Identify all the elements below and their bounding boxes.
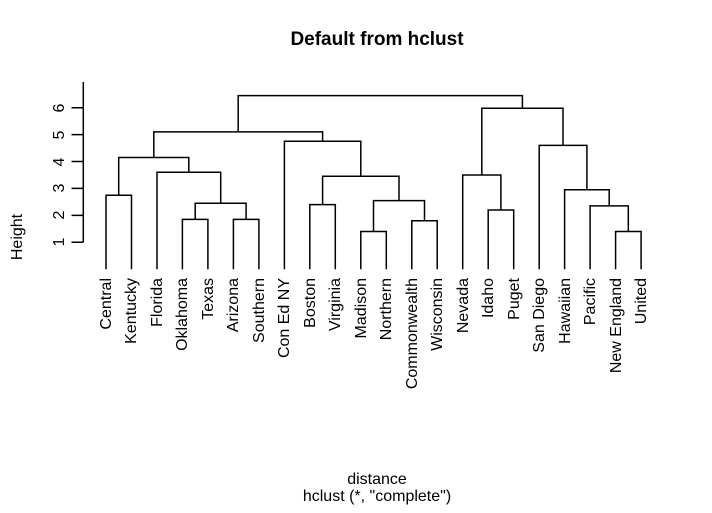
leaf-label: Florida — [148, 277, 166, 327]
leaf-label: United — [633, 277, 651, 324]
leaf-label: Commonwealth — [403, 277, 421, 389]
leaf-label: Pacific — [582, 277, 600, 325]
leaf-label: Madison — [352, 277, 370, 338]
leaf-label: Hawaiian — [556, 277, 574, 344]
leaf-label: Kentucky — [123, 277, 141, 344]
leaf-label: Oklahoma — [174, 277, 192, 351]
x-axis-label: distance — [347, 471, 407, 488]
chart-title: Default from hclust — [290, 29, 464, 50]
leaf-label: New England — [607, 277, 625, 373]
y-axis-label: Height — [9, 213, 26, 261]
leaf-label: Con Ed NY — [276, 277, 294, 358]
leaf-label: Nevada — [454, 277, 472, 333]
leaf-label: Wisconsin — [429, 277, 447, 351]
y-tick-label: 6 — [51, 103, 68, 113]
leaf-label: Central — [98, 277, 115, 330]
y-axis — [71, 82, 85, 244]
cluster-method-caption: hclust (*, "complete") — [302, 488, 452, 505]
leaf-label: Idaho — [480, 277, 498, 318]
leaf-label: Arizona — [225, 277, 243, 332]
leaf-label: Northern — [378, 277, 396, 340]
leaf-label: San Diego — [531, 277, 549, 353]
leaf-label: Southern — [250, 277, 268, 343]
leaf-label: Boston — [301, 277, 319, 328]
leaf-label: Texas — [199, 277, 217, 320]
leaf-label: Puget — [505, 277, 523, 320]
dendrogram-lines — [105, 94, 642, 270]
leaf-label: Virginia — [327, 277, 345, 331]
